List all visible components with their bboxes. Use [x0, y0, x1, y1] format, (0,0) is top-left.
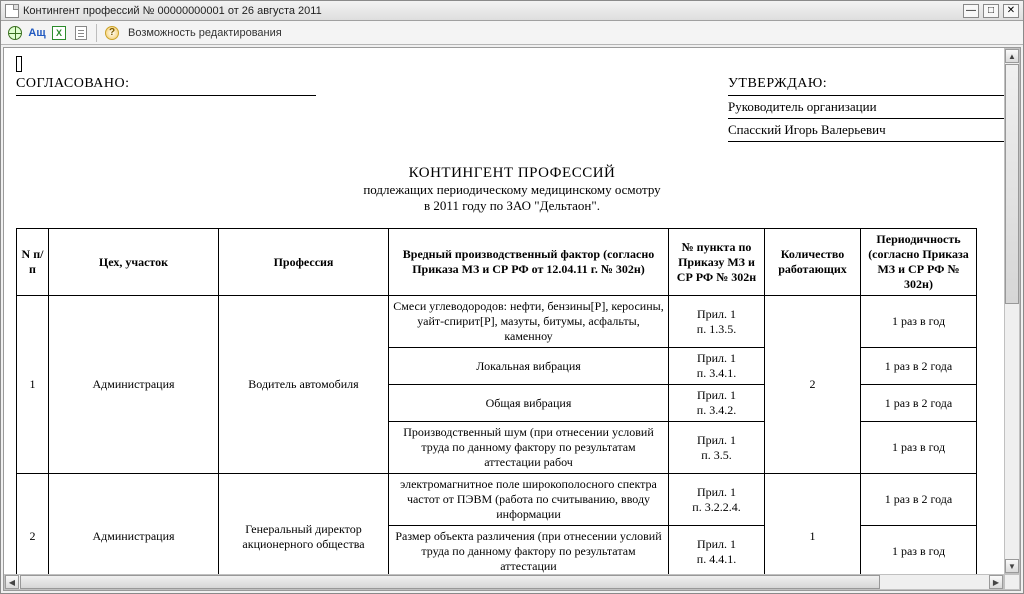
approved-block: УТВЕРЖДАЮ: Руководитель организации Спас…	[728, 76, 1008, 145]
cell-factor: электромагнитное поле широкополосного сп…	[389, 474, 669, 526]
cell-point: Прил. 1 п. 3.5.	[669, 422, 765, 474]
cell-count: 1	[765, 474, 861, 591]
th-period: Периодичность (согласно Приказа МЗ и СР …	[861, 229, 977, 296]
th-prof: Профессия	[219, 229, 389, 296]
toolbar-info-label: Возможность редактирования	[128, 27, 282, 39]
text-cursor	[16, 56, 22, 72]
vscroll-thumb[interactable]	[1005, 64, 1019, 304]
close-button[interactable]: ✕	[1003, 4, 1019, 18]
doc-title: КОНТИНГЕНТ ПРОФЕССИЙ	[16, 165, 1008, 182]
cell-dept: Администрация	[49, 474, 219, 591]
cell-n: 2	[17, 474, 49, 591]
maximize-button[interactable]: □	[983, 4, 999, 18]
toolbar-html-icon[interactable]	[5, 23, 25, 43]
window-controls: — □ ✕	[963, 4, 1019, 18]
doc-subtitle-2: в 2011 году по ЗАО "Дельтаон".	[16, 198, 1008, 214]
cell-factor: Размер объекта различения (при отнесении…	[389, 526, 669, 578]
scroll-up-button[interactable]: ▲	[1005, 49, 1019, 63]
scroll-corner	[1004, 574, 1020, 590]
cell-prof: Водитель автомобиля	[219, 296, 389, 474]
cell-point: Прил. 1 п. 3.4.1.	[669, 348, 765, 385]
minimize-button[interactable]: —	[963, 4, 979, 18]
approved-label: УТВЕРЖДАЮ:	[728, 76, 1008, 92]
toolbar-page-icon[interactable]	[71, 23, 91, 43]
cell-period: 1 раз в 2 года	[861, 474, 977, 526]
table-row: 1АдминистрацияВодитель автомобиляСмеси у…	[17, 296, 977, 348]
cell-point: Прил. 1 п. 4.4.1.	[669, 526, 765, 578]
toolbar: Aщ ? Возможность редактирования	[1, 21, 1023, 45]
th-n: N п/п	[17, 229, 49, 296]
cell-point: Прил. 1 п. 3.2.2.4.	[669, 474, 765, 526]
toolbar-separator	[96, 24, 97, 42]
cell-factor: Локальная вибрация	[389, 348, 669, 385]
scroll-left-button[interactable]: ◀	[5, 575, 19, 589]
toolbar-excel-icon[interactable]	[49, 23, 69, 43]
th-dept: Цех, участок	[49, 229, 219, 296]
table-row: 2АдминистрацияГенеральный директор акцио…	[17, 474, 977, 526]
window-title: Контингент профессий № 00000000001 от 26…	[23, 5, 963, 17]
document-viewport[interactable]: СОГЛАСОВАНО: УТВЕРЖДАЮ: Руководитель орг…	[4, 48, 1020, 590]
professions-table: N п/п Цех, участок Профессия Вредный про…	[16, 228, 977, 590]
cell-count: 2	[765, 296, 861, 474]
agreed-block: СОГЛАСОВАНО:	[16, 76, 316, 145]
agreed-label: СОГЛАСОВАНО:	[16, 76, 316, 92]
toolbar-text-icon[interactable]: Aщ	[27, 23, 47, 43]
cell-dept: Администрация	[49, 296, 219, 474]
approved-person: Спасский Игорь Валерьевич	[728, 122, 1008, 138]
th-factor: Вредный производственный фактор (согласн…	[389, 229, 669, 296]
cell-period: 1 раз в год	[861, 526, 977, 578]
cell-factor: Общая вибрация	[389, 385, 669, 422]
header-row: СОГЛАСОВАНО: УТВЕРЖДАЮ: Руководитель орг…	[16, 76, 1008, 145]
cell-factor: Производственный шум (при отнесении усло…	[389, 422, 669, 474]
content-area: СОГЛАСОВАНО: УТВЕРЖДАЮ: Руководитель орг…	[3, 47, 1021, 591]
th-count: Количество работающих	[765, 229, 861, 296]
cell-point: Прил. 1 п. 1.3.5.	[669, 296, 765, 348]
cell-period: 1 раз в год	[861, 422, 977, 474]
agreed-rule	[16, 94, 316, 96]
cell-period: 1 раз в 2 года	[861, 385, 977, 422]
toolbar-help-icon[interactable]: ?	[102, 23, 122, 43]
scroll-down-button[interactable]: ▼	[1005, 559, 1019, 573]
vertical-scrollbar[interactable]: ▲ ▼	[1004, 48, 1020, 574]
scroll-right-button[interactable]: ▶	[989, 575, 1003, 589]
table-header-row: N п/п Цех, участок Профессия Вредный про…	[17, 229, 977, 296]
horizontal-scrollbar[interactable]: ◀ ▶	[4, 574, 1004, 590]
cell-point: Прил. 1 п. 3.4.2.	[669, 385, 765, 422]
title-block: КОНТИНГЕНТ ПРОФЕССИЙ подлежащих периодич…	[16, 165, 1008, 214]
cell-n: 1	[17, 296, 49, 474]
document: СОГЛАСОВАНО: УТВЕРЖДАЮ: Руководитель орг…	[16, 76, 1008, 590]
cell-factor: Смеси углеводородов: нефти, бензины[Р], …	[389, 296, 669, 348]
titlebar[interactable]: Контингент профессий № 00000000001 от 26…	[1, 1, 1023, 21]
document-icon	[5, 4, 19, 18]
cell-period: 1 раз в 2 года	[861, 348, 977, 385]
doc-subtitle-1: подлежащих периодическому медицинскому о…	[16, 182, 1008, 198]
hscroll-thumb[interactable]	[20, 575, 880, 589]
th-point: № пункта по Приказу МЗ и СР РФ № 302н	[669, 229, 765, 296]
app-window: Контингент профессий № 00000000001 от 26…	[0, 0, 1024, 594]
approved-role: Руководитель организации	[728, 99, 1008, 115]
cell-period: 1 раз в год	[861, 296, 977, 348]
cell-prof: Генеральный директор акционерного общест…	[219, 474, 389, 591]
